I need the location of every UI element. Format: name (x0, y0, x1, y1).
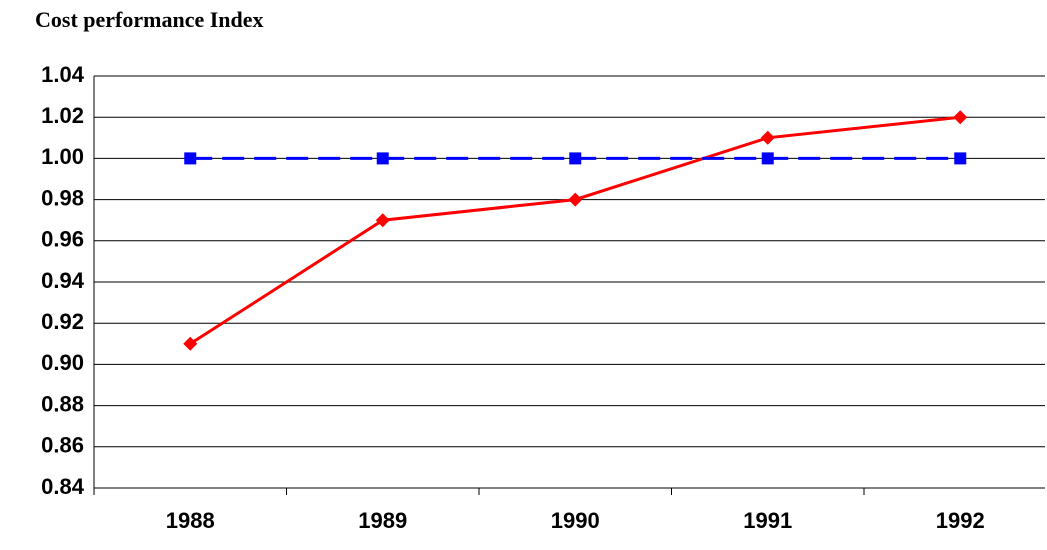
x-tick-label: 1989 (358, 508, 407, 533)
y-tick-label: 0.88 (41, 391, 84, 416)
data-point (184, 152, 197, 165)
x-tick-label: 1991 (743, 508, 792, 533)
data-point (375, 213, 390, 228)
series-line (189, 115, 961, 346)
y-tick-label: 0.84 (41, 474, 85, 499)
y-tick-label: 1.02 (41, 103, 84, 128)
x-tick-label: 1988 (166, 508, 215, 533)
y-tick-label: 0.90 (41, 350, 84, 375)
x-tick-label: 1992 (936, 508, 985, 533)
data-point (954, 152, 967, 165)
data-point (568, 192, 583, 207)
y-tick-label: 0.92 (41, 309, 84, 334)
x-tick-label: 1990 (551, 508, 600, 533)
y-tick-label: 1.00 (41, 144, 84, 169)
y-tick-label: 1.04 (41, 62, 85, 87)
data-point (953, 110, 968, 125)
y-tick-label: 0.94 (41, 268, 85, 293)
data-point (569, 152, 582, 165)
y-tick-label: 0.96 (41, 227, 84, 252)
data-point (376, 152, 389, 165)
data-point (760, 130, 775, 145)
chart-title: Cost performance Index (35, 7, 264, 32)
data-point (761, 152, 774, 165)
y-tick-label: 0.98 (41, 185, 84, 210)
y-tick-label: 0.86 (41, 433, 84, 458)
data-point (183, 336, 198, 351)
